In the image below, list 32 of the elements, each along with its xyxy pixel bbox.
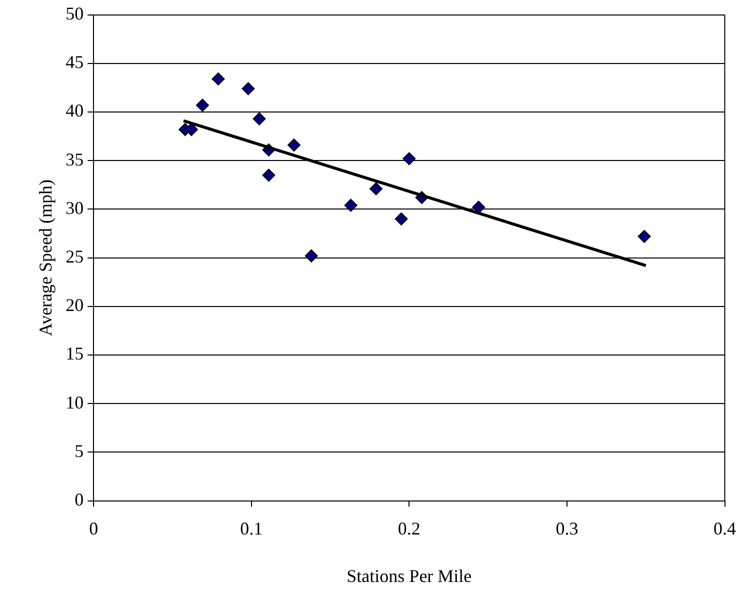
y-tick-label: 30	[66, 198, 84, 218]
x-axis-title: Stations Per Mile	[346, 566, 472, 586]
x-tick-label: 0.1	[240, 518, 263, 538]
y-tick-label: 5	[74, 440, 84, 461]
y-tick-label: 15	[66, 344, 84, 364]
point	[394, 212, 408, 226]
y-tick-label: 25	[66, 246, 84, 267]
point	[184, 122, 198, 136]
point	[287, 138, 300, 152]
point	[252, 112, 266, 126]
y-tick-label: 40	[66, 100, 84, 121]
point	[304, 249, 318, 262]
point	[262, 168, 276, 182]
point	[196, 98, 209, 112]
y-tick-label: 20	[66, 295, 84, 316]
y-tick-label: 50	[66, 4, 84, 24]
point	[472, 200, 486, 214]
x-tick-label: 0.4	[714, 518, 736, 538]
point	[212, 72, 225, 86]
y-tick-label: 45	[66, 52, 84, 72]
y-tick-label: 0	[74, 490, 84, 510]
point	[638, 230, 651, 243]
y-tick-label: 35	[66, 149, 84, 170]
point	[242, 82, 255, 96]
y-axis-title: Average Speed (mph)	[36, 179, 56, 336]
y-tick-label: 10	[66, 392, 84, 412]
point	[344, 198, 358, 212]
x-tick-label: 0.3	[556, 518, 578, 538]
x-tick-label: 0	[89, 518, 98, 538]
x-tick-label: 0.2	[398, 518, 420, 538]
point	[402, 152, 416, 166]
point	[370, 182, 383, 196]
